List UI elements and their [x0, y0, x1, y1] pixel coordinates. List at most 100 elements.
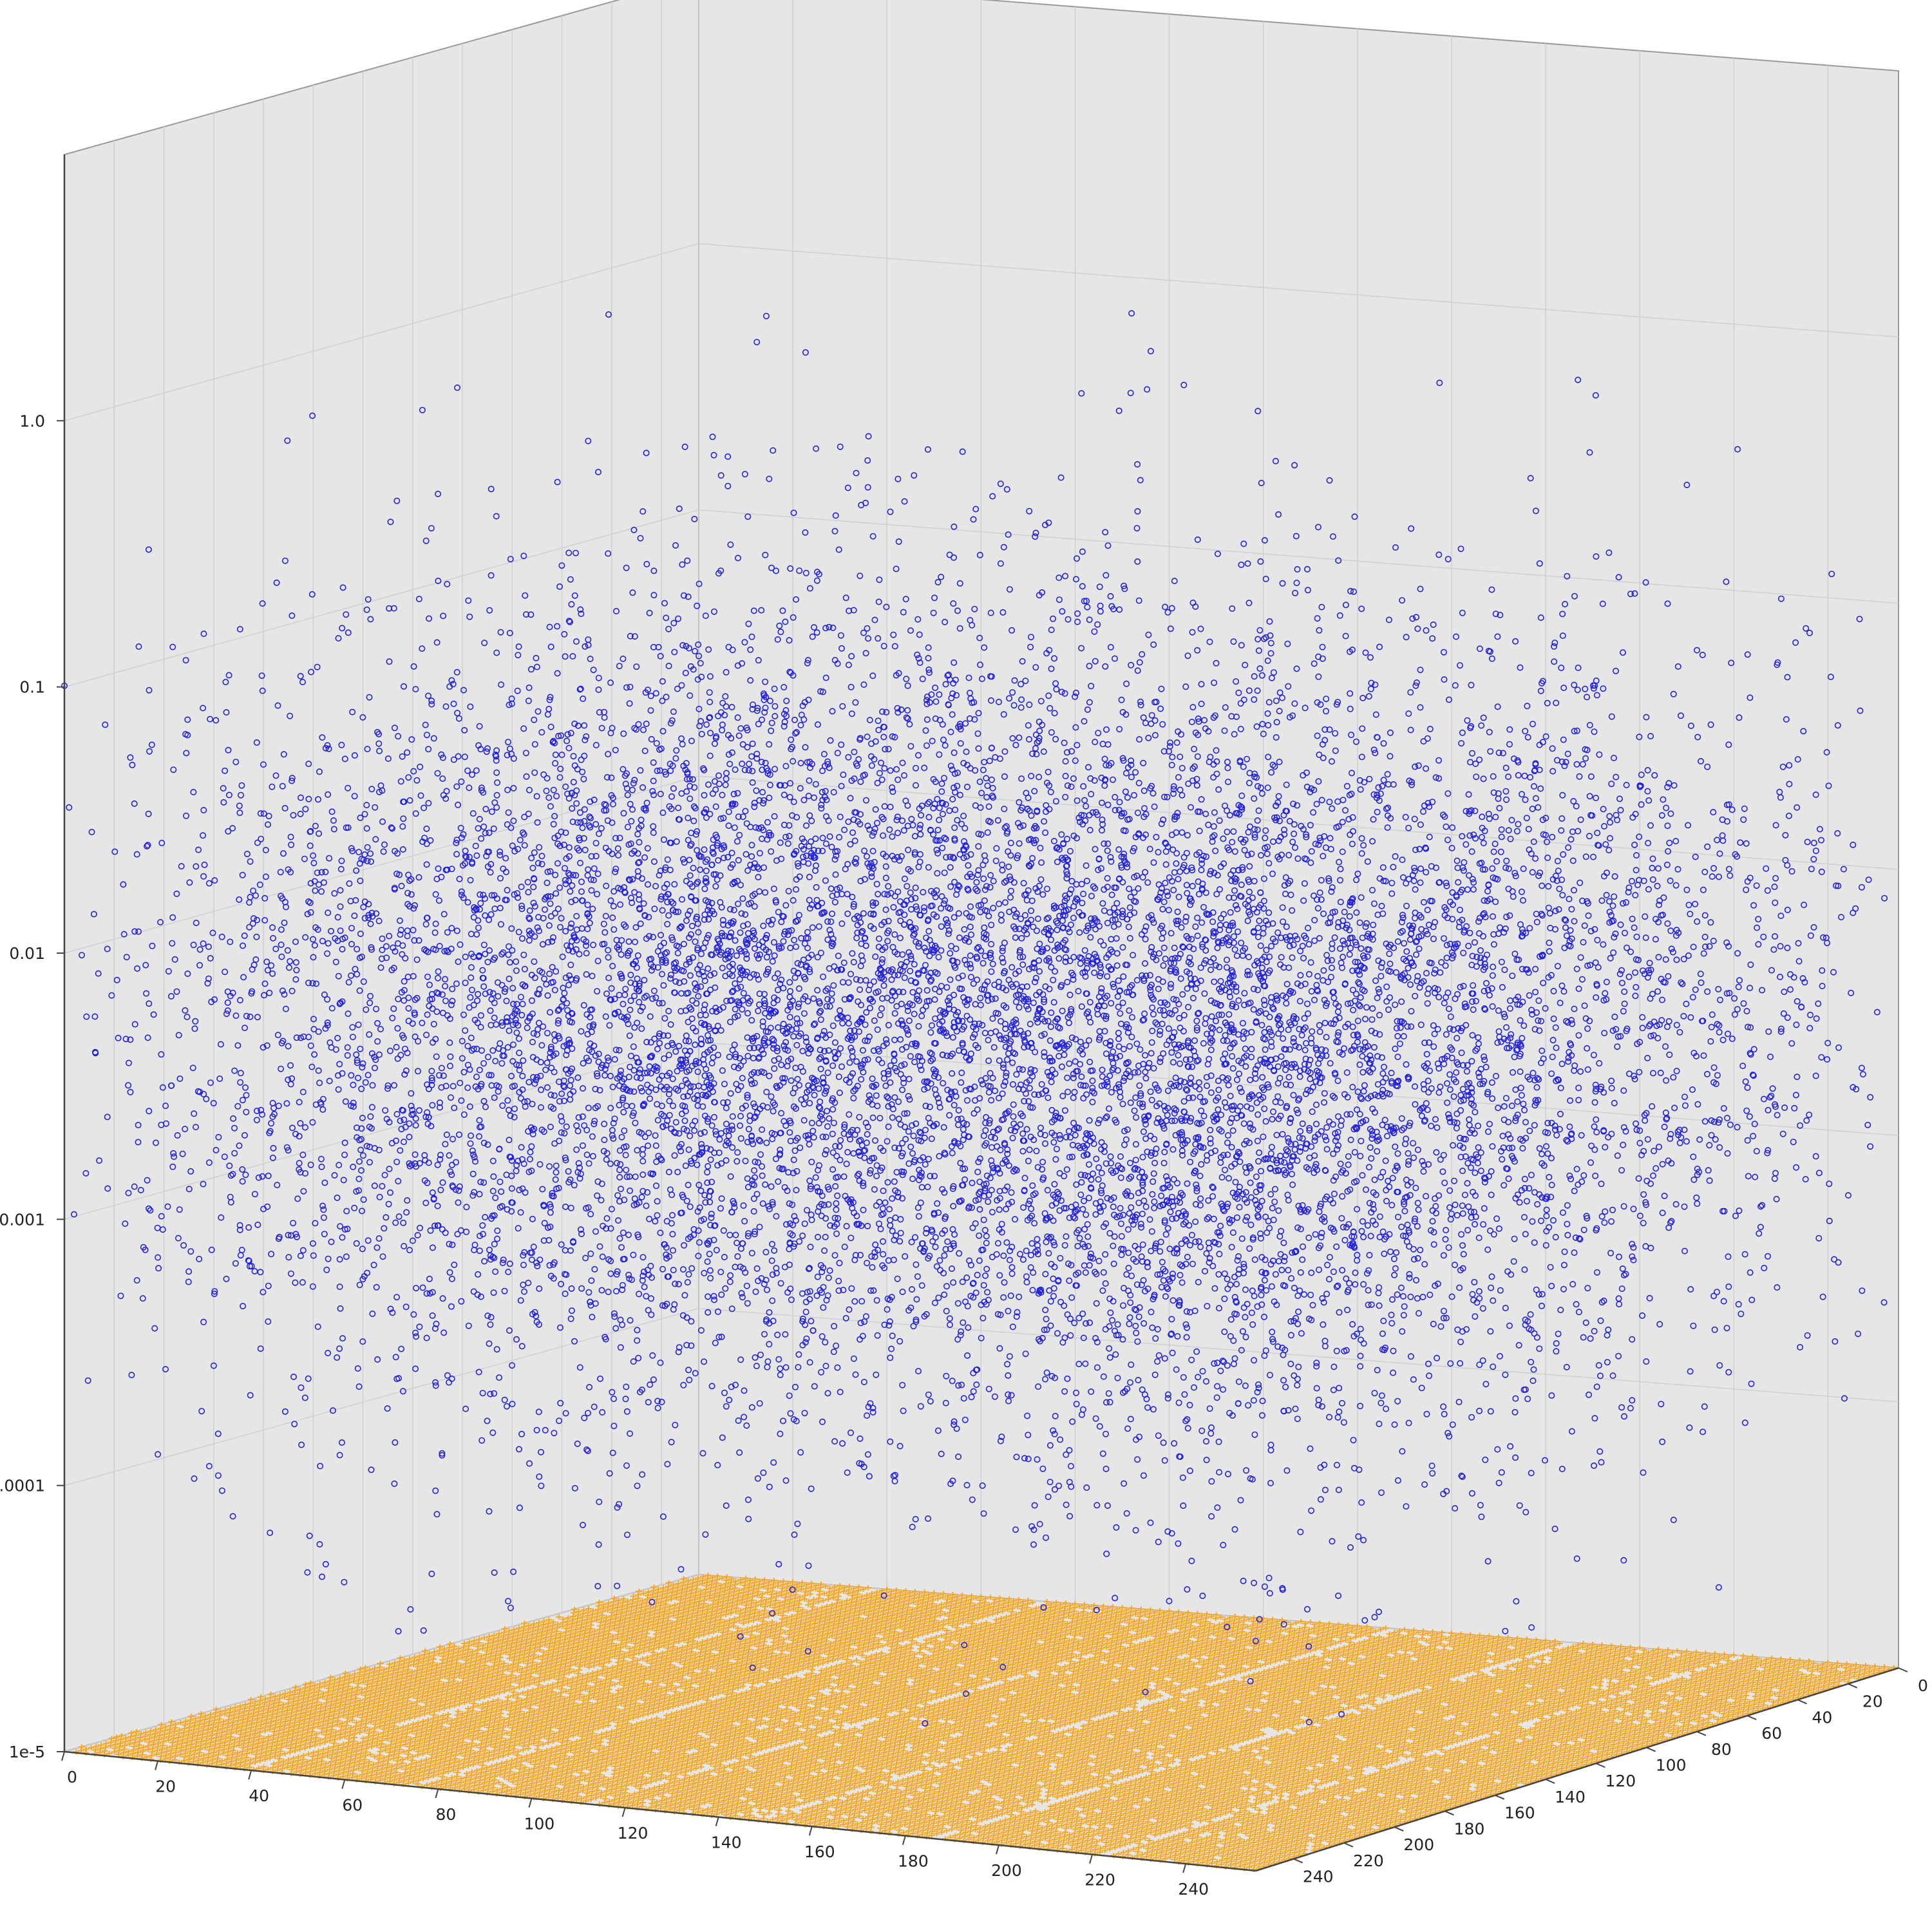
data-point	[1524, 1396, 1531, 1403]
data-point	[1173, 996, 1180, 1003]
data-point	[707, 1222, 714, 1229]
data-point	[1060, 857, 1067, 864]
data-point	[1511, 755, 1518, 762]
data-point	[1209, 909, 1217, 916]
data-point	[598, 1197, 605, 1204]
data-point	[1316, 1028, 1323, 1036]
data-point	[843, 1223, 850, 1230]
data-point	[1188, 719, 1195, 726]
data-point	[1394, 938, 1401, 945]
data-point	[505, 951, 512, 958]
data-point	[747, 646, 754, 653]
data-point	[878, 1059, 886, 1066]
data-point	[1747, 1269, 1754, 1276]
data-point	[563, 855, 570, 862]
data-point	[788, 736, 795, 743]
data-point	[1305, 1643, 1312, 1650]
data-point	[1308, 1507, 1315, 1514]
data-point	[396, 917, 403, 924]
data-point	[895, 776, 902, 783]
data-point	[1841, 1395, 1848, 1402]
data-point	[886, 1322, 893, 1329]
data-point	[390, 1005, 397, 1012]
data-point	[1499, 984, 1506, 991]
data-point	[917, 822, 924, 829]
data-point	[890, 631, 897, 638]
data-point	[1454, 857, 1461, 864]
data-point	[1035, 737, 1042, 744]
data-point	[307, 1042, 314, 1049]
data-point	[1305, 1719, 1312, 1726]
data-point	[403, 1209, 410, 1216]
data-point	[941, 1291, 948, 1298]
data-point	[975, 710, 982, 717]
data-point	[880, 976, 887, 983]
data-point	[864, 1131, 871, 1138]
data-point	[574, 819, 581, 826]
data-point	[1437, 969, 1444, 976]
data-point	[428, 701, 435, 708]
data-point	[630, 1251, 637, 1258]
data-point	[895, 1145, 902, 1152]
data-point	[1028, 1066, 1035, 1073]
data-point	[1629, 915, 1636, 922]
data-point	[683, 1341, 690, 1349]
data-point	[226, 1162, 233, 1170]
data-point	[1521, 1106, 1528, 1113]
data-point	[863, 1009, 870, 1016]
data-point	[1705, 1167, 1712, 1174]
data-point	[1772, 1170, 1779, 1177]
data-point	[1571, 592, 1578, 600]
data-point	[306, 1532, 313, 1539]
data-point	[1072, 1058, 1079, 1065]
data-point	[1313, 1101, 1320, 1108]
data-point	[1635, 1175, 1642, 1182]
data-point	[504, 1598, 511, 1605]
data-point	[583, 733, 590, 740]
data-point	[265, 1282, 272, 1289]
data-point	[773, 1213, 780, 1220]
data-point	[625, 1231, 632, 1238]
data-point	[660, 836, 667, 843]
data-point	[1066, 1277, 1073, 1284]
data-point	[864, 1451, 871, 1458]
data-point	[412, 1365, 419, 1372]
data-point	[230, 1115, 237, 1122]
data-point	[1410, 1140, 1417, 1147]
data-point	[755, 1159, 762, 1166]
data-point	[1345, 816, 1352, 823]
data-point	[1575, 376, 1582, 383]
data-point	[616, 1102, 623, 1109]
data-point	[544, 1030, 551, 1037]
data-point	[1038, 1032, 1045, 1039]
data-point	[1398, 1284, 1405, 1291]
data-point	[375, 918, 383, 925]
data-point	[1493, 1215, 1501, 1222]
data-point	[1406, 1271, 1413, 1278]
data-point	[446, 1039, 453, 1046]
data-point	[260, 1044, 267, 1051]
data-point	[1772, 822, 1779, 829]
data-point	[1005, 1372, 1012, 1379]
data-point	[869, 1114, 876, 1121]
data-point	[744, 1094, 751, 1101]
data-point	[1337, 898, 1344, 905]
data-point	[84, 1377, 91, 1384]
data-point	[1183, 1308, 1190, 1315]
data-point	[486, 1246, 493, 1253]
data-point	[1451, 945, 1458, 952]
data-point	[929, 1238, 936, 1245]
data-point	[1405, 824, 1412, 831]
data-point	[127, 1036, 134, 1043]
data-point	[469, 771, 476, 778]
data-point	[1350, 1032, 1357, 1039]
data-point	[1259, 790, 1266, 797]
data-point	[609, 963, 616, 970]
data-point	[1120, 1077, 1127, 1084]
data-point	[558, 914, 565, 922]
data-point	[1725, 1368, 1732, 1376]
data-point	[705, 965, 712, 972]
data-point	[596, 709, 603, 716]
scatter-series	[61, 310, 1888, 1727]
data-point	[1488, 1284, 1495, 1291]
